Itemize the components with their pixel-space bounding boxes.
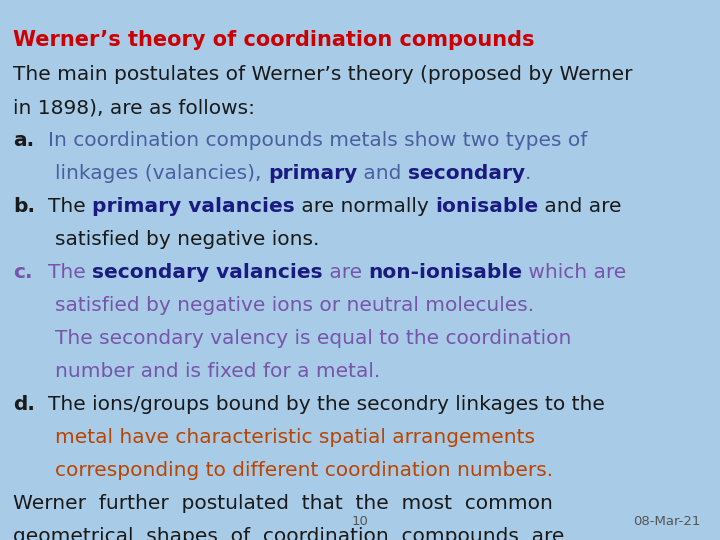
Text: primary valancies: primary valancies — [92, 197, 295, 216]
Text: Werner’s theory of coordination compounds: Werner’s theory of coordination compound… — [13, 30, 534, 50]
Text: In coordination compounds metals show two types of: In coordination compounds metals show tw… — [48, 131, 588, 150]
Text: linkages (valancies),: linkages (valancies), — [55, 164, 268, 183]
Text: are: are — [323, 263, 368, 282]
Text: Werner  further  postulated  that  the  most  common: Werner further postulated that the most … — [13, 494, 553, 513]
Text: geometrical  shapes  of  coordination  compounds  are: geometrical shapes of coordination compo… — [13, 527, 564, 540]
Text: ionisable: ionisable — [435, 197, 538, 216]
Text: corresponding to different coordination numbers.: corresponding to different coordination … — [55, 461, 553, 480]
Text: which are: which are — [523, 263, 626, 282]
Text: b.: b. — [13, 197, 35, 216]
Text: metal have characteristic spatial arrangements: metal have characteristic spatial arrang… — [55, 428, 535, 447]
Text: number and is fixed for a metal.: number and is fixed for a metal. — [55, 362, 380, 381]
Text: a.: a. — [13, 131, 34, 150]
Text: The secondary valency is equal to the coordination: The secondary valency is equal to the co… — [55, 329, 572, 348]
Text: non-ionisable: non-ionisable — [368, 263, 523, 282]
Text: d.: d. — [13, 395, 35, 414]
Text: and: and — [357, 164, 408, 183]
Text: and are: and are — [538, 197, 621, 216]
Text: secondary valancies: secondary valancies — [92, 263, 323, 282]
Text: 08-Mar-21: 08-Mar-21 — [633, 515, 700, 528]
Text: secondary: secondary — [408, 164, 525, 183]
Text: satisfied by negative ions or neutral molecules.: satisfied by negative ions or neutral mo… — [55, 296, 534, 315]
Text: The: The — [48, 197, 92, 216]
Text: satisfied by negative ions.: satisfied by negative ions. — [55, 230, 320, 249]
Text: The ions/groups bound by the secondry linkages to the: The ions/groups bound by the secondry li… — [48, 395, 605, 414]
Text: c.: c. — [13, 263, 32, 282]
Text: in 1898), are as follows:: in 1898), are as follows: — [13, 98, 255, 117]
Text: The: The — [48, 263, 92, 282]
Text: primary: primary — [268, 164, 357, 183]
Text: are normally: are normally — [295, 197, 435, 216]
Text: 10: 10 — [351, 515, 369, 528]
Text: .: . — [525, 164, 531, 183]
Text: The main postulates of Werner’s theory (proposed by Werner: The main postulates of Werner’s theory (… — [13, 65, 632, 84]
